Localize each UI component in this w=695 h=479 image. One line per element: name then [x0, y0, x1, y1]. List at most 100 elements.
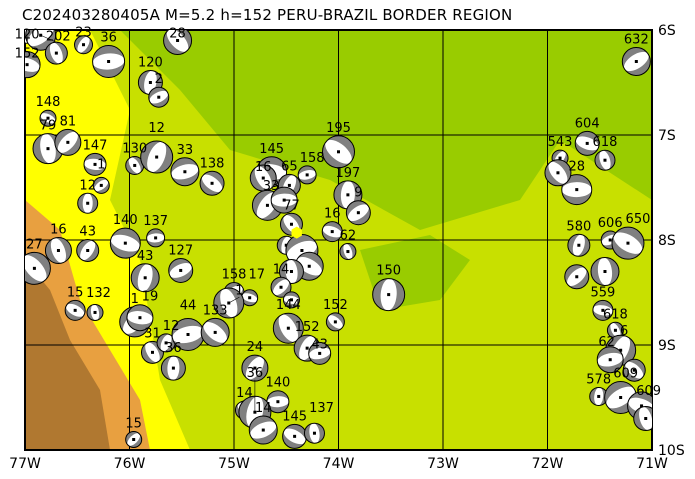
- beachball-outline: [592, 299, 614, 321]
- focal-mechanism-beachball[interactable]: [596, 346, 624, 374]
- focal-mechanism-beachball[interactable]: [345, 200, 372, 226]
- focal-mechanism-beachball[interactable]: [633, 405, 658, 431]
- depth-label: 15: [125, 417, 142, 432]
- focal-mechanism-beachball[interactable]: [297, 165, 317, 185]
- focal-mechanism-beachball[interactable]: [589, 386, 609, 406]
- focal-mechanism-beachball[interactable]: [621, 47, 652, 76]
- focal-mechanism-beachball[interactable]: [18, 251, 51, 286]
- focal-mechanism-beachball[interactable]: [200, 317, 231, 347]
- focal-mechanism-beachball[interactable]: [544, 159, 572, 187]
- p-axis-dot: [133, 163, 137, 167]
- depth-label: 65: [281, 159, 298, 174]
- depth-label: 580: [566, 219, 591, 234]
- focal-mechanism-beachball[interactable]: [270, 186, 298, 214]
- focal-mechanism-beachball[interactable]: [622, 358, 646, 382]
- beachball-outline: [272, 312, 304, 344]
- beachball-outline: [200, 317, 230, 347]
- focal-mechanism-beachball[interactable]: [590, 257, 620, 286]
- focal-mechanism-beachball[interactable]: [325, 312, 345, 332]
- p-axis-dot: [66, 140, 70, 144]
- focal-mechanism-beachball[interactable]: [241, 354, 269, 383]
- p-axis-dot: [603, 158, 607, 162]
- focal-mechanism-beachball[interactable]: [54, 128, 82, 156]
- focal-mechanism-beachball[interactable]: [76, 238, 100, 262]
- depth-label: 150: [376, 264, 401, 279]
- beachball-outline: [25, 51, 41, 79]
- focal-mechanism-beachball[interactable]: [92, 176, 110, 194]
- focal-mechanism-beachball[interactable]: [606, 321, 624, 339]
- beachball-outline: [325, 312, 345, 332]
- p-axis-dot: [25, 63, 29, 67]
- focal-mechanism-beachball[interactable]: [13, 51, 42, 79]
- beachball-outline: [170, 157, 200, 187]
- focal-mechanism-beachball[interactable]: [109, 227, 142, 259]
- focal-mechanism-beachball[interactable]: [278, 259, 304, 284]
- p-axis-dot: [157, 95, 161, 99]
- focal-mechanism-beachball[interactable]: [372, 278, 406, 312]
- focal-mechanism-beachball[interactable]: [272, 311, 304, 345]
- focal-mechanism-beachball[interactable]: [199, 170, 225, 196]
- depth-label: 14: [236, 386, 253, 401]
- focal-mechanism-beachball[interactable]: [610, 226, 646, 260]
- focal-mechanism-beachball[interactable]: [308, 341, 332, 365]
- p-axis-dot: [148, 81, 152, 84]
- focal-mechanism-beachball[interactable]: [92, 45, 126, 78]
- focal-mechanism-beachball[interactable]: [83, 152, 107, 176]
- focal-mechanism-beachball[interactable]: [564, 264, 590, 290]
- beachball-outline: [83, 152, 107, 176]
- focal-mechanism-beachball[interactable]: [241, 289, 259, 307]
- focal-mechanism-beachball[interactable]: [567, 233, 591, 257]
- focal-mechanism-beachball[interactable]: [574, 130, 601, 156]
- focal-mechanism-beachball[interactable]: [339, 243, 357, 261]
- focal-mechanism-beachball[interactable]: [561, 174, 593, 206]
- focal-mechanism-beachball[interactable]: [125, 431, 143, 448]
- beachball-outline: [621, 47, 651, 76]
- beachball-outline: [77, 192, 99, 214]
- epicenter-marker: [291, 226, 302, 239]
- beachballs: [13, 30, 658, 449]
- p-axis-dot: [261, 176, 265, 180]
- depth-label: 130: [122, 141, 147, 156]
- focal-mechanism-beachball[interactable]: [321, 221, 343, 243]
- focal-mechanism-beachball[interactable]: [160, 355, 186, 381]
- beachball-outline: [633, 406, 652, 431]
- focal-mechanism-beachball[interactable]: [126, 304, 154, 332]
- focal-mechanism-beachball[interactable]: [130, 263, 160, 293]
- focal-mechanism-beachball[interactable]: [248, 415, 279, 445]
- focal-mechanism-beachball[interactable]: [77, 192, 99, 214]
- beachball-outline: [372, 278, 406, 312]
- focal-mechanism-beachball[interactable]: [170, 157, 201, 187]
- depth-label: 16: [324, 207, 341, 222]
- focal-mechanism-beachball[interactable]: [270, 276, 292, 298]
- depth-label: 152: [15, 47, 40, 62]
- focal-mechanism-beachball[interactable]: [148, 86, 170, 108]
- focal-mechanism-beachball[interactable]: [140, 139, 174, 175]
- focal-mechanism-beachball[interactable]: [266, 390, 290, 414]
- focal-mechanism-beachball[interactable]: [44, 41, 68, 65]
- focal-mechanism-beachball[interactable]: [167, 257, 194, 283]
- beachball-outline: [594, 149, 616, 171]
- focal-mechanism-beachball[interactable]: [282, 291, 300, 309]
- focal-mechanism-beachball[interactable]: [86, 303, 104, 321]
- beachball-outline: [163, 30, 193, 55]
- focal-mechanism-beachball[interactable]: [146, 228, 166, 248]
- beachball-outline: [168, 257, 194, 283]
- beachball-outline: [270, 276, 292, 298]
- focal-mechanism-beachball[interactable]: [44, 236, 72, 265]
- focal-mechanism-beachball[interactable]: [303, 422, 325, 444]
- depth-label: 1: [131, 292, 139, 307]
- focal-mechanism-beachball[interactable]: [39, 109, 57, 127]
- focal-mechanism-beachball[interactable]: [321, 135, 356, 169]
- focal-mechanism-beachball[interactable]: [594, 149, 616, 171]
- label-leader-line: [228, 296, 240, 304]
- focal-mechanism-beachball[interactable]: [171, 318, 206, 351]
- p-axis-dot: [186, 333, 190, 336]
- focal-mechanism-beachball[interactable]: [64, 299, 86, 321]
- p-axis-dot: [171, 366, 175, 370]
- focal-mechanism-beachball[interactable]: [156, 333, 176, 353]
- focal-mechanism-beachball[interactable]: [281, 423, 308, 449]
- focal-mechanism-beachball[interactable]: [592, 299, 614, 321]
- depth-label: 152: [295, 320, 320, 335]
- focal-mechanism-beachball[interactable]: [74, 35, 94, 55]
- depth-label: 606: [598, 216, 623, 231]
